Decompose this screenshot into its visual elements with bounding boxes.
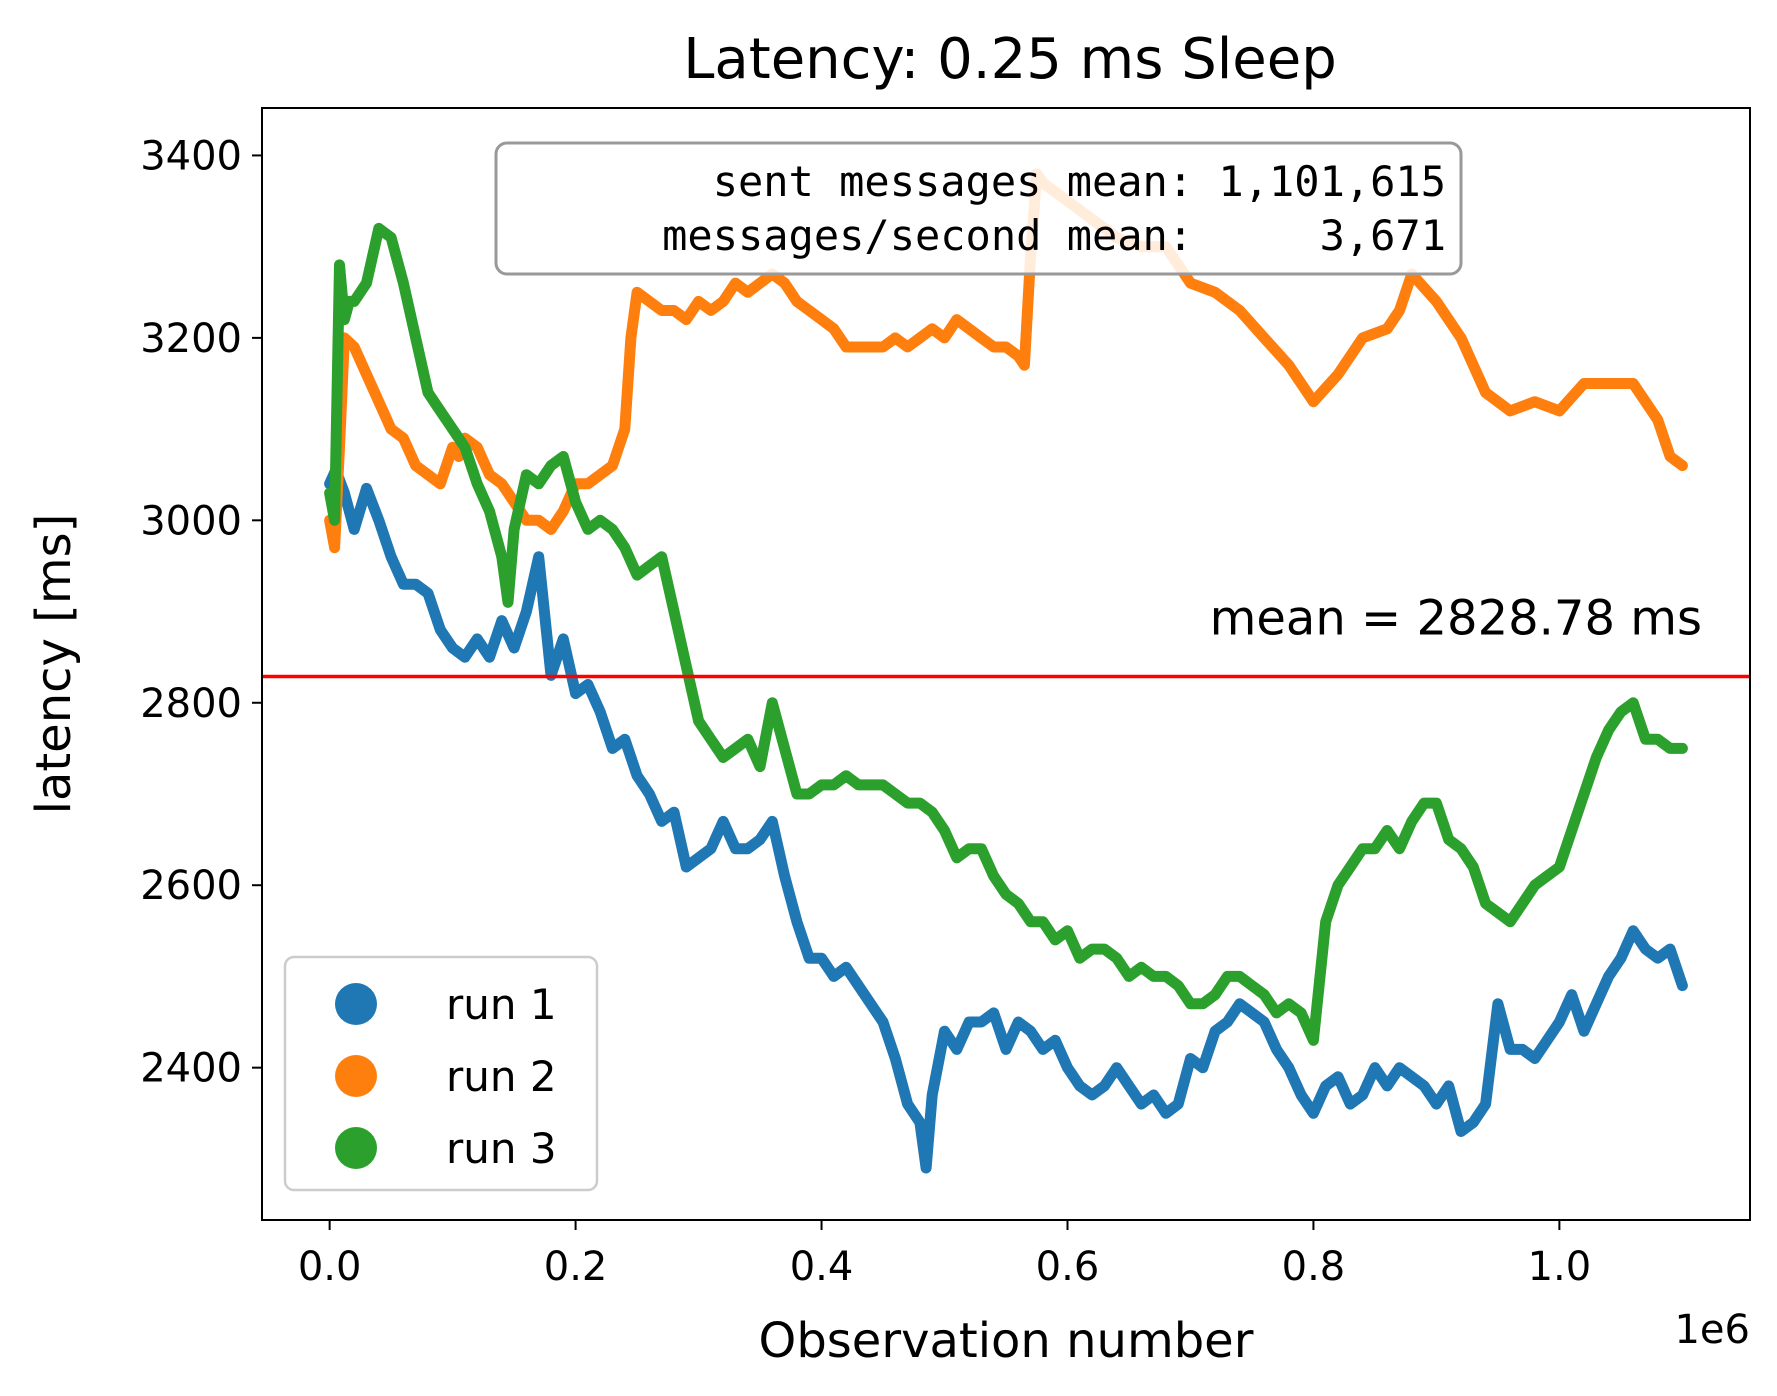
x-tick-label: 0.6 xyxy=(1036,1244,1100,1290)
x-tick-label: 0.2 xyxy=(544,1244,608,1290)
stats-line-2: messages/second mean: 3,671 xyxy=(662,211,1446,260)
y-tick-label: 3000 xyxy=(140,498,242,544)
x-axis: 0.0 0.2 0.4 0.6 0.8 1.0 xyxy=(298,1220,1591,1290)
legend-marker-run-3 xyxy=(335,1127,377,1169)
x-tick-label: 0.8 xyxy=(1282,1244,1346,1290)
stats-box-frame xyxy=(494,141,1463,276)
series-layer xyxy=(324,168,1688,1174)
legend-marker-run-1 xyxy=(335,983,377,1025)
y-axis-label: latency [ms] xyxy=(26,514,82,815)
y-tick-label: 3400 xyxy=(140,133,242,179)
x-tick-label: 0.0 xyxy=(298,1244,362,1290)
y-axis: 2400 2600 2800 3000 3200 3400 xyxy=(140,133,262,1092)
chart-title: Latency: 0.25 ms Sleep xyxy=(683,27,1337,92)
x-tick-label: 0.4 xyxy=(790,1244,854,1290)
x-tick-label: 1.0 xyxy=(1528,1244,1592,1290)
series-line-run-2 xyxy=(324,168,1688,554)
legend-label-run-3: run 3 xyxy=(446,1124,557,1173)
series-line-run-3 xyxy=(324,222,1688,1046)
x-axis-label: Observation number xyxy=(759,1313,1254,1369)
plot-frame xyxy=(261,107,1751,1221)
legend-label-run-1: run 1 xyxy=(446,980,557,1029)
stats-line-1: sent messages mean: 1,101,615 xyxy=(662,157,1446,206)
y-tick-label: 2600 xyxy=(140,863,242,909)
x-offset-label: 1e6 xyxy=(1674,1307,1750,1353)
series-line-run-1 xyxy=(324,464,1688,1174)
legend-marker-run-2 xyxy=(335,1055,377,1097)
y-tick-label: 3200 xyxy=(140,316,242,362)
stats-box: sent messages mean: 1,101,615 messages/s… xyxy=(494,141,1463,276)
y-tick-label: 2400 xyxy=(140,1046,242,1092)
legend: run 1 run 2 run 3 xyxy=(283,955,599,1192)
legend-label-run-2: run 2 xyxy=(446,1052,557,1101)
y-tick-label: 2800 xyxy=(140,681,242,727)
mean-label: mean = 2828.78 ms xyxy=(1210,591,1702,647)
